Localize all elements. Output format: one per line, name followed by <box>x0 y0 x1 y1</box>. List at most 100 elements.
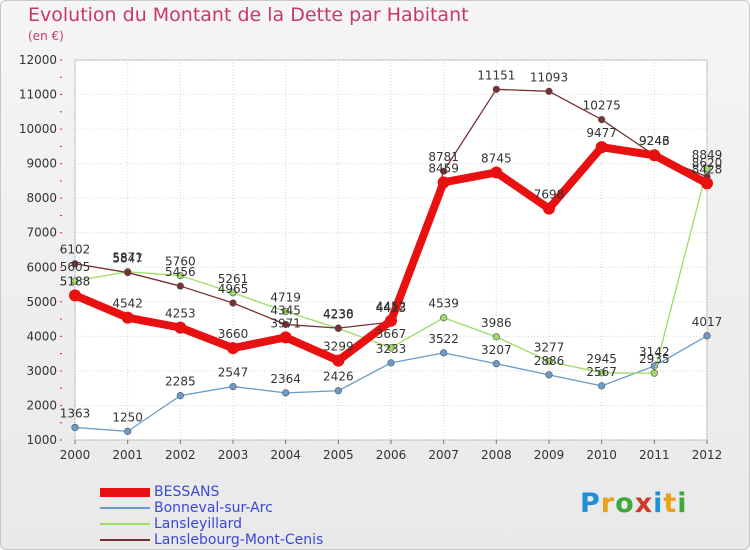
data-point <box>543 202 555 215</box>
data-point <box>229 299 237 307</box>
x-tick-label: 2001 <box>112 448 143 462</box>
data-point <box>121 311 134 324</box>
x-tick-label: 2002 <box>165 448 196 462</box>
data-label: 4542 <box>112 297 143 311</box>
data-point <box>545 87 553 95</box>
data-label: 4719 <box>270 291 301 305</box>
data-label: 8745 <box>481 151 512 165</box>
legend-item: Lanslebourg-Mont-Cenis <box>100 532 323 548</box>
data-point <box>229 382 237 391</box>
data-label: 5847 <box>112 252 143 266</box>
data-label: 4539 <box>428 297 459 311</box>
y-tick-label: 6000 <box>26 260 57 274</box>
data-label: 4017 <box>692 315 723 329</box>
data-point <box>282 389 290 397</box>
x-tick-label: 2009 <box>534 448 565 462</box>
data-point <box>703 165 711 173</box>
data-label: 1250 <box>112 410 143 424</box>
data-label: 8620 <box>692 156 723 170</box>
y-tick-label: 12000 <box>19 53 57 67</box>
legend-item: Bonneval-sur-Arc <box>100 500 323 516</box>
data-label: 5456 <box>165 265 196 279</box>
x-tick-label: 2011 <box>639 448 670 462</box>
x-tick-label: 2010 <box>586 448 617 462</box>
data-label: 5261 <box>218 272 249 286</box>
data-point <box>332 354 345 367</box>
legend-label: BESSANS <box>154 484 220 500</box>
data-label: 3142 <box>639 345 670 359</box>
chart-title: Evolution du Montant de la Dette par Hab… <box>28 4 469 26</box>
y-tick-label: 9000 <box>26 157 57 171</box>
legend-swatch <box>100 507 150 509</box>
data-label: 3986 <box>481 316 512 330</box>
x-tick-label: 2012 <box>692 448 723 462</box>
data-label: 8459 <box>428 161 459 175</box>
data-label: 9246 <box>639 134 670 148</box>
data-label: 5188 <box>60 274 91 288</box>
data-point <box>124 268 132 277</box>
logo-letter: r <box>600 488 616 519</box>
data-label: 11093 <box>530 70 568 84</box>
logo-letter: i <box>677 488 688 519</box>
data-point <box>279 331 292 344</box>
data-point <box>227 342 239 355</box>
data-label: 5605 <box>60 260 91 274</box>
logo-letter: x <box>634 488 654 519</box>
legend-swatch <box>100 539 150 541</box>
data-label: 3971 <box>270 316 301 330</box>
data-point <box>387 344 395 352</box>
data-label: 5760 <box>165 255 196 269</box>
data-point <box>701 177 713 190</box>
y-tick-label: 3000 <box>26 364 57 378</box>
data-point <box>437 176 450 189</box>
data-label: 2886 <box>534 354 565 368</box>
logo-letter: o <box>615 488 635 519</box>
data-point <box>176 271 184 280</box>
data-label: 9477 <box>586 126 617 140</box>
data-point <box>176 282 184 290</box>
data-label: 4965 <box>218 282 249 296</box>
y-tick-label: 5000 <box>26 295 57 309</box>
data-label: 2285 <box>165 375 196 389</box>
data-label: 8849 <box>692 148 723 162</box>
data-label: 3299 <box>323 340 354 354</box>
x-tick-label: 2004 <box>270 448 301 462</box>
data-label: 11151 <box>477 68 515 82</box>
data-label: 2945 <box>586 352 617 366</box>
data-point <box>595 141 608 154</box>
y-tick-label: 8000 <box>26 191 57 205</box>
legend-item: BESSANS <box>100 484 323 500</box>
data-label: 3667 <box>376 327 407 341</box>
y-tick-label: 11000 <box>19 88 57 102</box>
data-point <box>598 382 606 390</box>
data-label: 3233 <box>376 342 407 356</box>
unit-label: (en €) <box>28 29 64 43</box>
data-point <box>648 149 661 162</box>
data-label: 4345 <box>270 303 301 317</box>
x-tick-label: 2000 <box>60 448 91 462</box>
data-label: 2567 <box>586 365 617 379</box>
data-label: 9243 <box>639 134 670 148</box>
x-tick-label: 2006 <box>376 448 407 462</box>
data-label: 4413 <box>376 301 407 315</box>
data-label: 8428 <box>692 162 723 176</box>
data-label: 4230 <box>323 307 354 321</box>
data-point <box>334 387 342 395</box>
data-label: 4452 <box>376 300 407 314</box>
legend-item: Lansleyillard <box>100 516 323 532</box>
data-point <box>282 320 290 329</box>
data-label: 2547 <box>218 366 249 380</box>
data-point <box>650 369 658 377</box>
data-label: 3207 <box>481 343 512 357</box>
data-point <box>490 166 503 179</box>
logo-letter: P <box>580 488 601 519</box>
data-label: 6102 <box>60 243 91 257</box>
data-label: 3277 <box>534 340 565 354</box>
data-point <box>334 324 342 332</box>
data-label: 2364 <box>270 372 301 386</box>
data-point <box>387 359 395 367</box>
data-point <box>174 321 187 334</box>
logo-letter: t <box>663 488 678 519</box>
y-tick-label: 10000 <box>19 122 57 136</box>
